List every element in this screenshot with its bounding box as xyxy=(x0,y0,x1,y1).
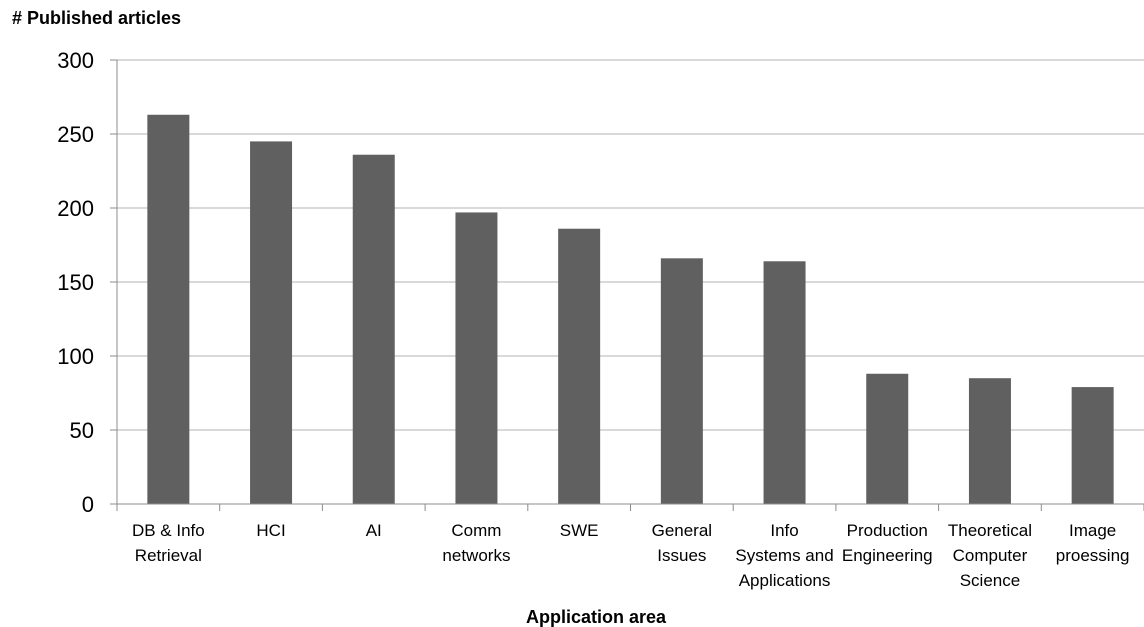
y-tick-label: 50 xyxy=(70,418,94,443)
bar-6 xyxy=(660,258,703,504)
x-tick-label: AI xyxy=(366,521,382,540)
bar-9 xyxy=(968,378,1011,504)
bar-1 xyxy=(147,114,190,504)
bars xyxy=(147,114,1114,504)
y-tick-label: 300 xyxy=(57,48,94,73)
x-tick-label: HCI xyxy=(256,521,285,540)
bar-4 xyxy=(455,212,498,504)
y-tick-label: 100 xyxy=(57,344,94,369)
bar-3 xyxy=(352,154,395,504)
x-tick-labels: DB & Info Retrieval HCI AI Comm networks SWE Ge… xyxy=(132,521,1130,590)
y-axis-title: # Published articles xyxy=(12,8,181,28)
bar-2 xyxy=(250,141,293,504)
x-tick-label: Info Systems and Applications xyxy=(735,521,833,590)
x-tick-label: DB & Info Retrieval xyxy=(132,521,205,565)
x-tick-label: Theoretical Computer Science xyxy=(948,521,1032,590)
y-tick-label: 150 xyxy=(57,270,94,295)
y-tick-label: 0 xyxy=(82,492,94,517)
x-tick-label: Image proessing xyxy=(1056,521,1130,565)
y-tick-label: 200 xyxy=(57,196,94,221)
x-axis-title: Application area xyxy=(526,607,667,627)
bar-5 xyxy=(558,228,601,504)
y-tick-label: 250 xyxy=(57,122,94,147)
bar-7 xyxy=(763,261,806,504)
x-tick-label: SWE xyxy=(560,521,599,540)
x-tick-label: General Issues xyxy=(652,521,712,565)
bar-8 xyxy=(866,373,909,504)
y-tick-labels: 0 50 100 150 200 250 300 xyxy=(57,48,94,517)
x-tick-label: Comm networks xyxy=(442,521,510,565)
x-tick-label: Production Engineering xyxy=(842,521,933,565)
axes xyxy=(110,59,1144,511)
bar-10 xyxy=(1071,387,1114,504)
